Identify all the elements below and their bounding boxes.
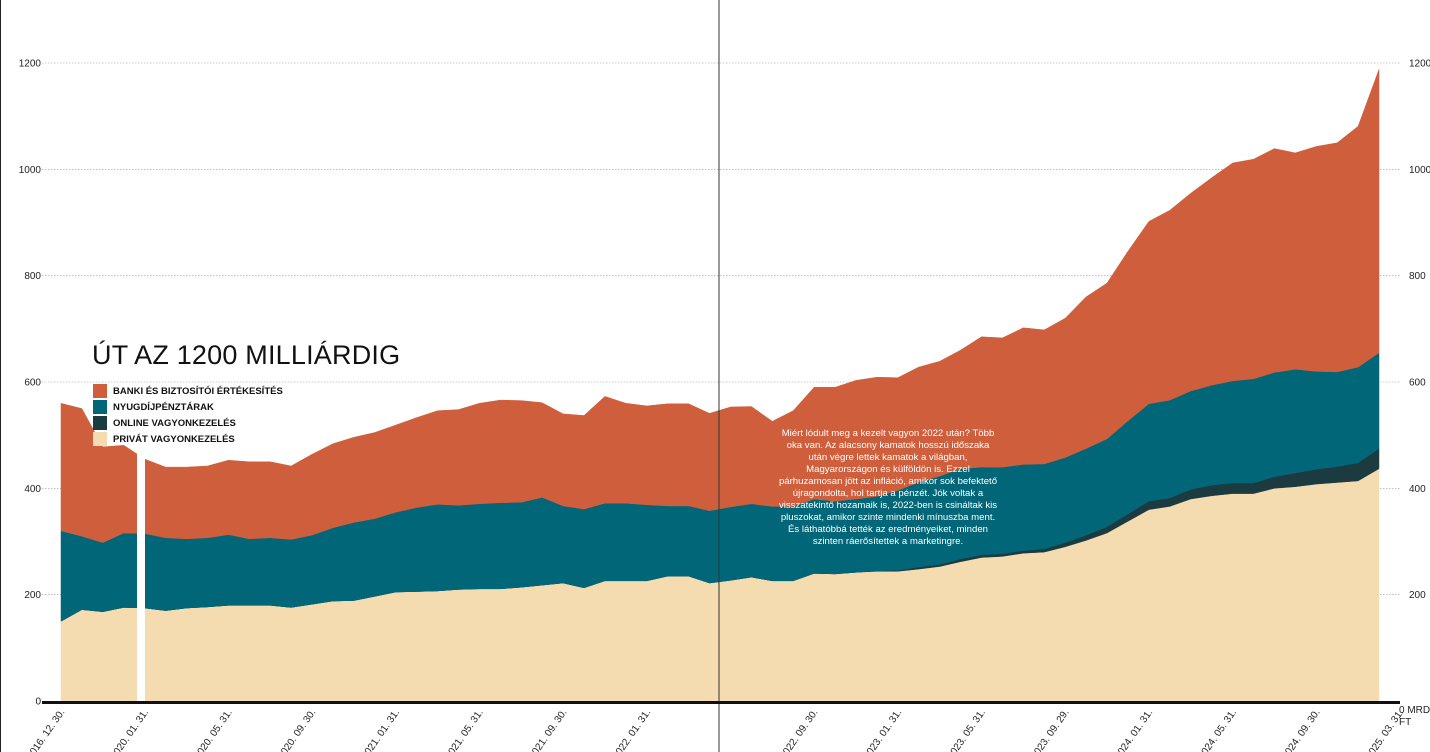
legend-swatch-banki (93, 384, 107, 398)
legend-item-nyugdij: NYUGDÍJPÉNZTÁRAK (93, 399, 283, 415)
x-tick-label-14: 2024. 09. 30. (1280, 707, 1323, 752)
chart-frame (0, 0, 1400, 752)
x-tick-label-5: 2021. 05. 31. (443, 707, 486, 752)
x-tick-label-4: 2021. 01. 31. (360, 707, 403, 752)
legend-item-privat: PRIVÁT VAGYONKEZELÉS (93, 431, 283, 447)
x-tick-label-6: 2021. 09. 30. (527, 707, 570, 752)
x-tick-label-3: 2020. 09. 30. (276, 707, 319, 752)
y-tick-right-800: 800 (1409, 271, 1426, 282)
x-tick-label-8: 2022. 09. 30. (778, 707, 821, 752)
y-tick-left-1200: 1200 (19, 59, 42, 70)
x-axis-ticks: 2016. 12. 30. 2020. 01. 31. 2020. 05. 31. 2… (25, 707, 1406, 752)
x-tick-label-0: 2016. 12. 30. (25, 707, 68, 752)
area-series (60, 69, 1380, 702)
y-tick-right-200: 200 (1409, 590, 1426, 601)
y-tick-left-1000: 1000 (19, 165, 42, 176)
chart-title: ÚT AZ 1200 MILLIÁRDIG (92, 340, 401, 370)
chart-annotation: Miért lódult meg a kezelt vagyon 2022 ut… (778, 428, 998, 547)
y-tick-left-600: 600 (24, 378, 41, 389)
x-tick-label-11: 2023. 09. 29. (1029, 707, 1072, 752)
legend-item-online: ONLINE VAGYONKEZELÉS (93, 415, 283, 431)
y-tick-left-200: 200 (24, 590, 41, 601)
x-tick-label-10: 2023. 05. 31. (945, 707, 988, 752)
legend-swatch-online (93, 416, 107, 430)
legend-label-banki: BANKI ÉS BIZTOSÍTÓI ÉRTÉKESÍTÉS (113, 385, 283, 397)
legend-swatch-privat (93, 432, 107, 446)
legend-swatch-nyugdij (93, 400, 107, 414)
x-tick-label-13: 2024. 05. 31. (1197, 707, 1240, 752)
area-series-3 (60, 69, 1380, 543)
y-tick-right-1000: 1000 (1409, 165, 1430, 176)
y-unit-label-line1: 0 MRD (1399, 705, 1430, 716)
x-tick-label-7: 2022. 01. 31. (611, 707, 654, 752)
legend-label-nyugdij: NYUGDÍJPÉNZTÁRAK (113, 401, 214, 413)
y-tick-left-0: 0 (35, 697, 41, 708)
y-tick-right-1200: 1200 (1409, 59, 1430, 70)
legend-label-online: ONLINE VAGYONKEZELÉS (113, 417, 236, 429)
legend: BANKI ÉS BIZTOSÍTÓI ÉRTÉKESÍTÉS NYUGDÍJP… (93, 383, 283, 447)
x-tick-label-9: 2023. 01. 31. (862, 707, 905, 752)
y-tick-left-800: 800 (24, 271, 41, 282)
y-tick-right-400: 400 (1409, 484, 1426, 495)
legend-label-privat: PRIVÁT VAGYONKEZELÉS (113, 433, 235, 445)
y-axis-ticks: 0 200 200 400 400 600 600 800 800 1000 1000 1200 120… (19, 59, 1430, 729)
x-tick-label-15: 2025. 03. 31. (1364, 707, 1407, 752)
x-tick-label-2: 2020. 05. 31. (192, 707, 235, 752)
x-tick-label-1: 2020. 01. 31. (109, 707, 152, 752)
axis-break-gap (137, 440, 145, 705)
y-tick-left-400: 400 (24, 484, 41, 495)
legend-item-banki: BANKI ÉS BIZTOSÍTÓI ÉRTÉKESÍTÉS (93, 383, 283, 399)
x-tick-label-12: 2024. 01. 31. (1113, 707, 1156, 752)
y-unit-label-line2: FT (1399, 717, 1411, 728)
y-tick-right-600: 600 (1409, 378, 1426, 389)
